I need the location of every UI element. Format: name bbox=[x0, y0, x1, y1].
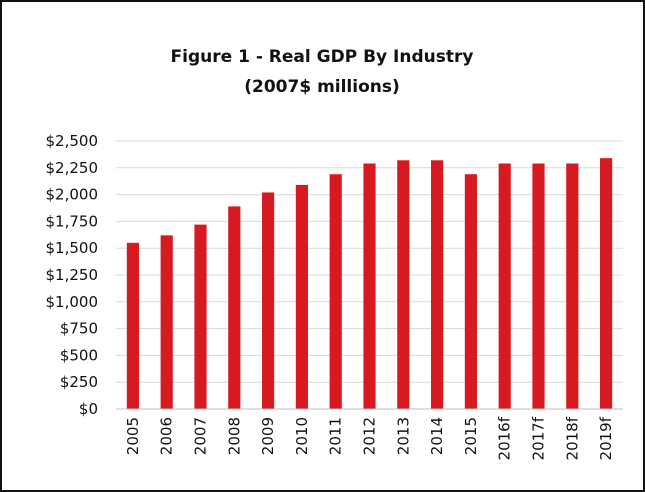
bar-2017f bbox=[532, 163, 545, 409]
x-tick-label: 2015 bbox=[462, 417, 480, 455]
y-tick-label: $0 bbox=[79, 400, 98, 418]
y-tick-label: $1,750 bbox=[46, 212, 99, 230]
x-tick-label: 2009 bbox=[259, 417, 277, 455]
bar-2005 bbox=[126, 242, 139, 409]
y-tick-label: $2,500 bbox=[46, 132, 99, 150]
x-tick-label: 2017f bbox=[530, 416, 548, 460]
x-tick-label: 2006 bbox=[158, 417, 176, 455]
bar-2006 bbox=[160, 235, 173, 409]
bars bbox=[126, 158, 613, 409]
x-tick-label: 2005 bbox=[124, 417, 142, 455]
x-tick-label: 2019f bbox=[597, 416, 615, 460]
x-tick-label: 2014 bbox=[428, 417, 446, 455]
y-tick-label: $1,000 bbox=[46, 293, 99, 311]
chart-title: Figure 1 - Real GDP By Industry bbox=[171, 47, 474, 67]
y-tick-label: $750 bbox=[60, 320, 98, 338]
bar-2013 bbox=[397, 160, 410, 409]
y-tick-label: $1,250 bbox=[46, 266, 99, 284]
bar-2015 bbox=[464, 174, 477, 409]
y-axis-ticks: $0 $250 $500 $750 $1,000 $1,250 $1,500 $1,750 $2… bbox=[46, 132, 99, 418]
x-tick-label: 2010 bbox=[293, 417, 311, 455]
bar-2019f bbox=[600, 158, 613, 409]
bar-2010 bbox=[295, 184, 308, 409]
bar-2018f bbox=[566, 163, 579, 409]
x-axis-ticks: 2005 2006 2007 2008 2009 2010 2011 2012 2013 2014… bbox=[124, 416, 615, 460]
bar-2016f bbox=[498, 163, 511, 409]
chart-subtitle: (2007$ millions) bbox=[244, 77, 400, 97]
x-tick-label: 2011 bbox=[327, 417, 345, 455]
bar-2012 bbox=[363, 163, 376, 409]
bar-2011 bbox=[329, 174, 342, 409]
x-tick-label: 2013 bbox=[394, 417, 412, 455]
y-tick-label: $500 bbox=[60, 346, 98, 364]
y-tick-label: $2,000 bbox=[46, 186, 99, 204]
x-tick-label: 2007 bbox=[192, 417, 210, 455]
x-tick-label: 2018f bbox=[563, 416, 581, 460]
x-tick-label: 2012 bbox=[361, 417, 379, 455]
y-tick-label: $2,250 bbox=[46, 159, 99, 177]
y-tick-label: $1,500 bbox=[46, 239, 99, 257]
bar-2007 bbox=[194, 224, 207, 409]
bar-2014 bbox=[431, 160, 444, 409]
x-tick-label: 2008 bbox=[225, 417, 243, 455]
bar-2008 bbox=[228, 206, 241, 409]
bar-2009 bbox=[262, 192, 275, 409]
x-tick-label: 2016f bbox=[496, 416, 514, 460]
y-tick-label: $250 bbox=[60, 373, 98, 391]
